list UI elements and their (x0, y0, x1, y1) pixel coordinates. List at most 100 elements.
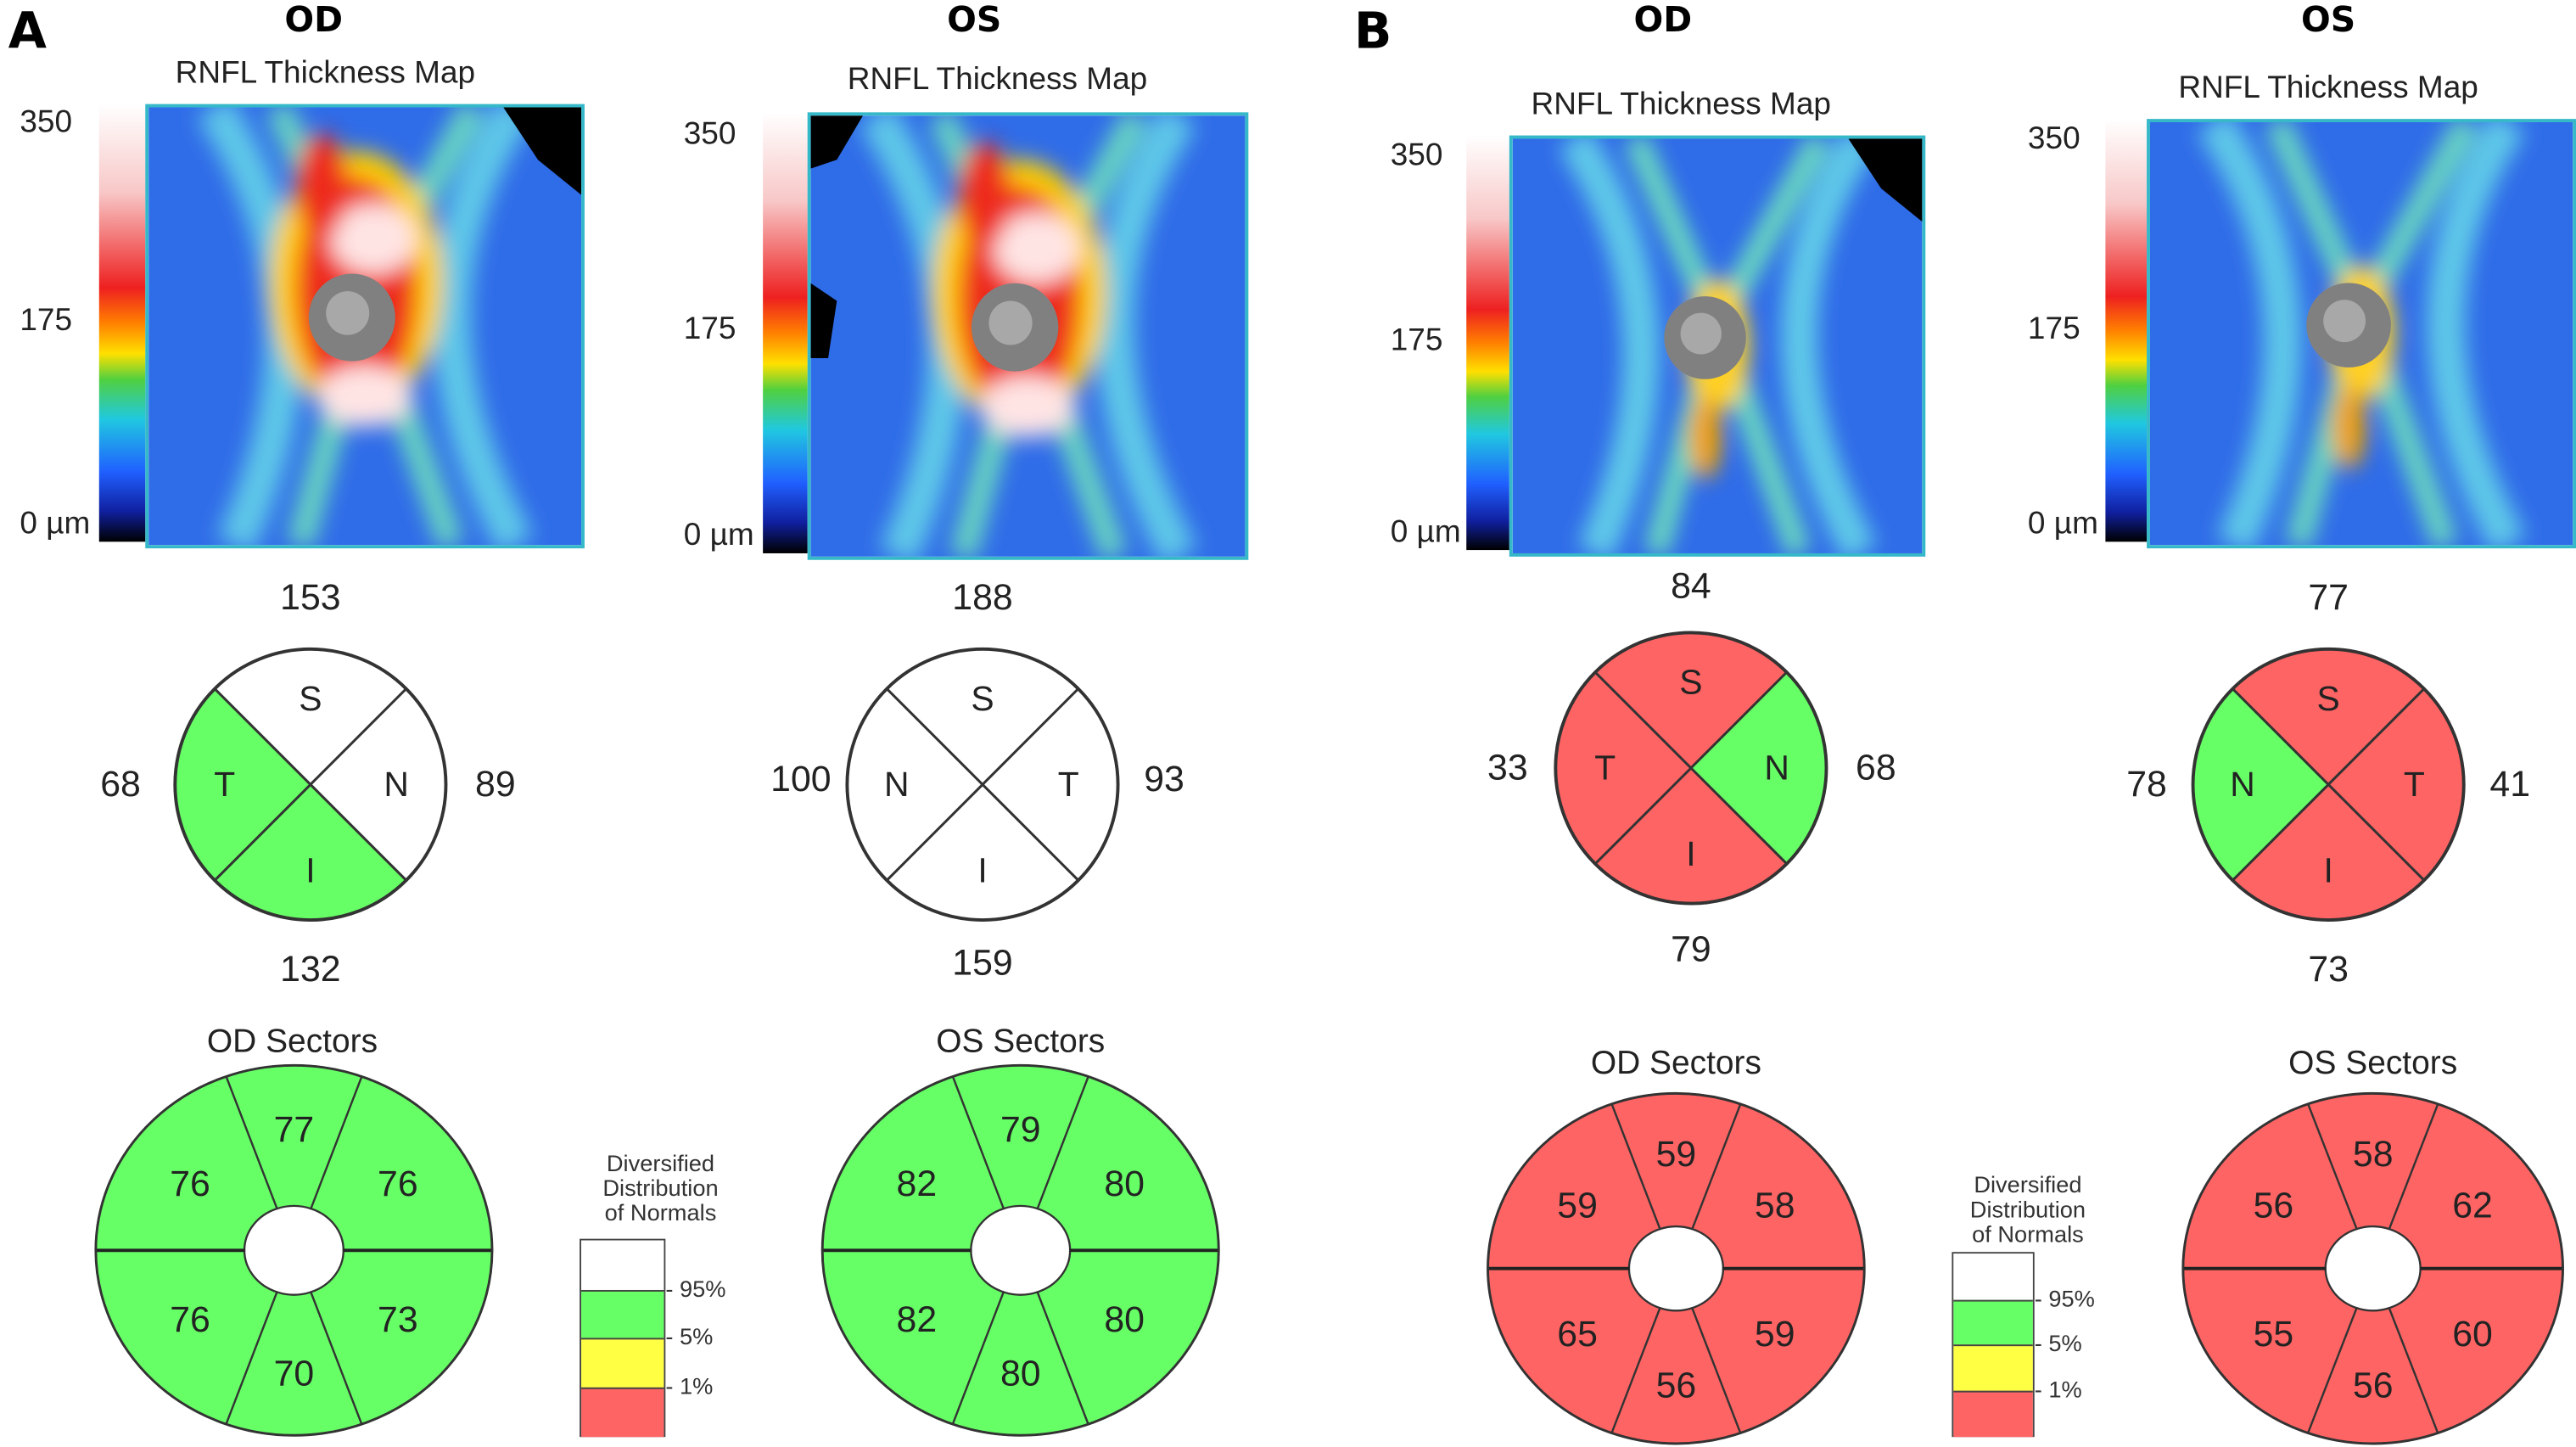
rnfl-thickness-map (1509, 135, 1926, 557)
scale-tick-label: 350 (2027, 122, 2080, 157)
thickness-color-scale (763, 112, 808, 553)
quadrant-value-right: 93 (1144, 758, 1184, 799)
quadrant-diagram: S T I N (2191, 647, 2466, 922)
quadrant-diagram: S N I T (1554, 631, 1828, 906)
thickness-pattern (860, 115, 1197, 557)
scale-tick-label: 175 (683, 311, 736, 347)
sector-value: 55 (2254, 1314, 2294, 1354)
sector-value: 59 (1755, 1314, 1795, 1354)
quadrant-label: N (884, 765, 910, 804)
thickness-color-scale (98, 104, 146, 542)
scale-tick-label: 0 µm (20, 507, 91, 542)
sector-value: 59 (1557, 1186, 1598, 1226)
quadrant-label: T (1594, 749, 1616, 788)
quadrant-value-i: 79 (1671, 928, 1711, 970)
quadrant-value-right: 89 (475, 763, 516, 805)
legend-swatch-yellow (1953, 1344, 2033, 1392)
quadrant-value-i: 132 (280, 948, 341, 990)
quadrant-label: S (1679, 662, 1702, 701)
legend-title-line: Diversified (606, 1149, 715, 1176)
sector-value: 73 (378, 1299, 418, 1340)
legend-level-label: - 1% (665, 1371, 714, 1399)
quadrant-value-left: 78 (2126, 763, 2167, 805)
optic-cup (1680, 312, 1722, 355)
legend-title-line: Diversified (1974, 1170, 2082, 1197)
quadrant-value-left: 100 (770, 758, 832, 799)
sectors-title: OS Sectors (936, 1024, 1106, 1061)
legend-level-label: - 95% (2034, 1284, 2095, 1311)
sector-value: 59 (1656, 1134, 1697, 1175)
sectors-title: OS Sectors (2288, 1045, 2458, 1082)
quadrant-value-left: 68 (100, 763, 141, 805)
sector-value: 56 (2353, 1365, 2394, 1405)
map-title: RNFL Thickness Map (1531, 87, 1831, 123)
quadrant-diagram: S T I N (845, 647, 1120, 922)
legend-swatch-yellow (581, 1338, 664, 1388)
sector-value: 77 (274, 1109, 315, 1150)
sector-value: 80 (1104, 1164, 1145, 1204)
rnfl-thickness-map (145, 104, 585, 549)
sector-value: 58 (1755, 1186, 1795, 1226)
legend-level-label: - 1% (2034, 1375, 2082, 1402)
legend-swatch-green (581, 1289, 664, 1340)
optic-cup (326, 291, 370, 335)
sector-value: 80 (1000, 1354, 1041, 1394)
legend-level-label: - 5% (665, 1322, 714, 1350)
eye-label: OD (284, 0, 344, 40)
optic-cup (988, 300, 1033, 345)
no-data-region (503, 107, 582, 195)
quadrant-value-s: 188 (952, 576, 1013, 618)
scale-tick-label: 175 (2027, 311, 2080, 347)
no-data-region (1848, 138, 1923, 222)
optic-cup (2323, 300, 2366, 343)
legend-color-box (580, 1238, 666, 1438)
legend-title-line: Distribution (602, 1174, 719, 1201)
legend-title-line: of Normals (1972, 1220, 2084, 1248)
quadrant-label: T (214, 765, 235, 804)
map-title: RNFL Thickness Map (175, 56, 476, 92)
sector-value: 76 (378, 1164, 418, 1204)
sector-diagram: 62 58 56 55 56 60 (2181, 1091, 2564, 1445)
eye-label: OD (1633, 0, 1693, 40)
quadrant-label: T (2404, 765, 2425, 804)
map-title: RNFL Thickness Map (847, 62, 1148, 98)
no-data-region (810, 115, 864, 359)
quadrant-label: N (384, 765, 409, 804)
legend-title-line: of Normals (604, 1198, 717, 1226)
legend-swatch-white (581, 1240, 664, 1290)
quadrant-label: S (2317, 679, 2340, 718)
quadrant-value-right: 68 (1856, 746, 1896, 788)
sectors-title: OD Sectors (1590, 1045, 1761, 1082)
sector-value: 56 (1656, 1365, 1697, 1405)
quadrant-label: I (977, 850, 987, 889)
legend-level-label: - 95% (665, 1274, 726, 1301)
sector-diagram: 58 59 59 65 56 59 (1487, 1091, 1866, 1445)
sector-diagram: 80 79 82 82 80 80 (820, 1063, 1220, 1437)
quadrant-value-right: 41 (2489, 763, 2531, 805)
eye-label: OS (947, 0, 1002, 40)
scale-tick-label: 350 (1390, 138, 1443, 174)
sector-value: 58 (2353, 1134, 2394, 1175)
scale-tick-label: 0 µm (683, 519, 754, 553)
legend-swatch-green (1953, 1298, 2033, 1347)
panel-letter: B (1353, 3, 1392, 62)
rnfl-thickness-map (2147, 119, 2576, 549)
quadrant-label: S (299, 679, 322, 718)
sector-value: 80 (1104, 1299, 1145, 1340)
sector-value: 76 (170, 1164, 210, 1204)
rnfl-thickness-map (807, 112, 1249, 560)
quadrant-label: N (2230, 765, 2255, 804)
thickness-color-scale (1466, 135, 1509, 551)
quadrant-label: I (2323, 850, 2332, 889)
quadrant-value-i: 73 (2308, 948, 2349, 990)
legend-swatch-white (1953, 1254, 2033, 1299)
sector-value: 62 (2452, 1186, 2493, 1226)
thickness-color-scale (2105, 119, 2148, 542)
quadrant-value-s: 84 (1671, 564, 1711, 607)
legend-title: Diversified Distribution of Normals (574, 1149, 746, 1226)
sector-value: 56 (2254, 1186, 2294, 1226)
quadrant-value-i: 159 (952, 941, 1013, 983)
quadrant-label: S (971, 679, 994, 718)
map-title: RNFL Thickness Map (2178, 70, 2478, 106)
